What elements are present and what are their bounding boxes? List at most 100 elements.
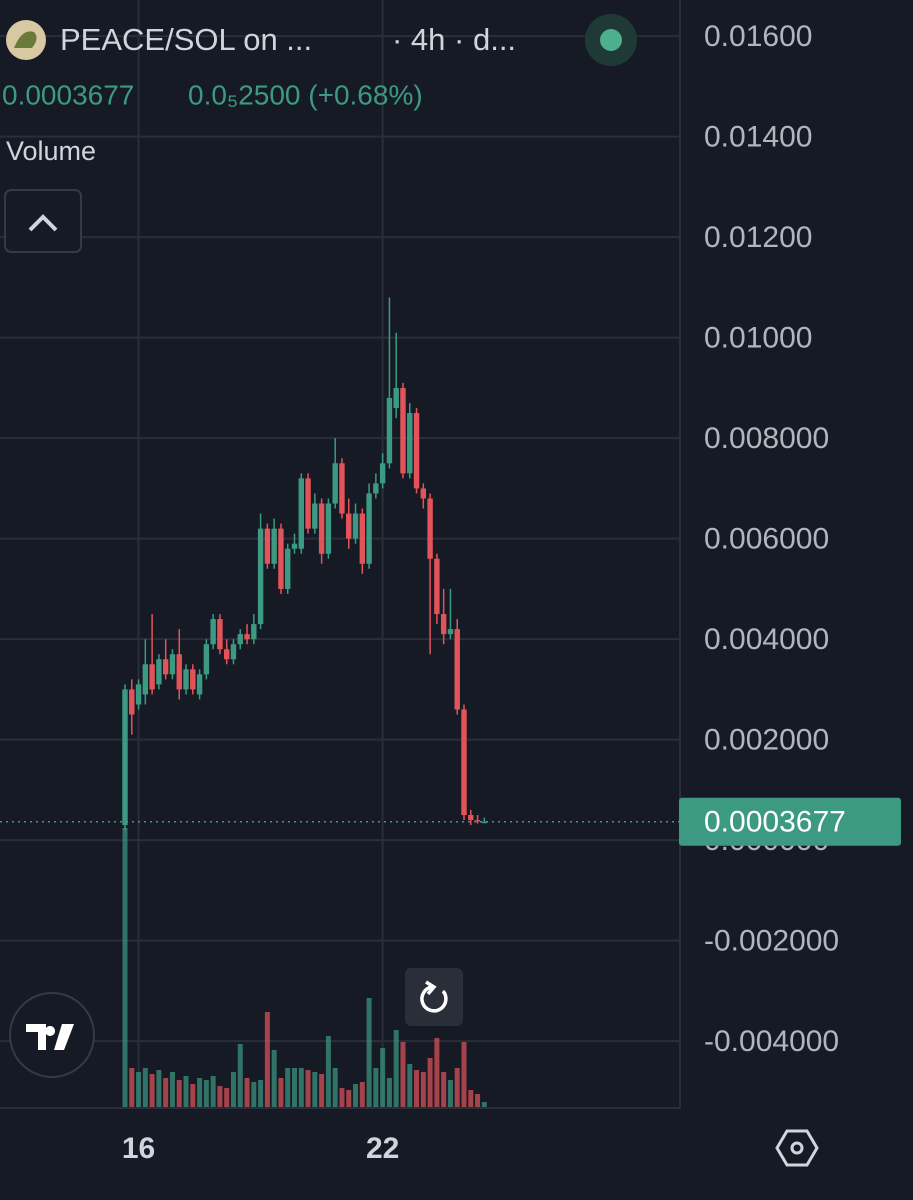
reset-arrow xyxy=(425,980,437,996)
candle-body xyxy=(257,528,264,625)
volume-bar xyxy=(400,1042,406,1108)
volume-bar xyxy=(414,1070,420,1108)
price-tag: 0.0003677 xyxy=(0,797,901,846)
volume-bar xyxy=(264,1012,270,1108)
volume-bar xyxy=(210,1076,216,1108)
volume-bar xyxy=(407,1064,413,1108)
volume-bar xyxy=(230,1072,236,1108)
volume-bar xyxy=(237,1044,243,1108)
volume-bar xyxy=(129,1068,135,1108)
candle-body xyxy=(298,478,304,549)
volume-bar xyxy=(169,1072,175,1108)
volume-bar xyxy=(481,1102,487,1108)
volume-bar xyxy=(122,828,128,1108)
candle-layer xyxy=(122,297,488,831)
volume-bar xyxy=(183,1076,189,1108)
volume-bar xyxy=(190,1084,196,1108)
candle-body xyxy=(135,684,142,705)
volume-bar xyxy=(332,1068,338,1108)
candle-body xyxy=(325,503,332,554)
candle-body xyxy=(291,543,298,549)
pair-title: PEACE/SOL on ... xyxy=(60,22,312,57)
volume-bar xyxy=(353,1084,359,1108)
candle-body xyxy=(162,659,169,675)
candle-body xyxy=(454,629,460,710)
volume-bar xyxy=(339,1088,345,1108)
price-label-box xyxy=(679,797,901,846)
y-tick-label: -0.004000 xyxy=(704,1025,839,1058)
volume-bar xyxy=(447,1080,453,1108)
candle-body xyxy=(359,513,365,564)
candle-body xyxy=(285,548,291,589)
volume-bar xyxy=(305,1070,311,1108)
candle-body xyxy=(366,493,372,564)
candle-body xyxy=(393,387,399,409)
volume-bar xyxy=(156,1070,162,1108)
header: PEACE/SOL on ... · 4h · d... 0.0003677 0… xyxy=(2,14,637,253)
volume-bar xyxy=(312,1072,318,1108)
volume-bar xyxy=(298,1068,304,1108)
volume-bar xyxy=(468,1090,474,1108)
volume-bar xyxy=(197,1078,203,1108)
candle-body xyxy=(217,619,223,650)
volume-bar xyxy=(278,1078,284,1108)
volume-bar xyxy=(346,1090,352,1108)
reset-button[interactable] xyxy=(405,968,463,1026)
settings-button[interactable] xyxy=(775,1129,819,1167)
volume-bar xyxy=(292,1068,297,1108)
candle-body xyxy=(278,528,284,589)
tv-logo[interactable] xyxy=(9,992,95,1078)
candle-body xyxy=(271,528,277,564)
collapse-button[interactable] xyxy=(4,189,82,253)
x-tick-label: 16 xyxy=(122,1132,155,1165)
candle-body xyxy=(427,498,433,559)
candle-body xyxy=(434,558,440,615)
y-tick-label: 0.002000 xyxy=(704,724,829,757)
candle-body xyxy=(481,821,488,824)
candle-body xyxy=(196,674,203,695)
volume-bar xyxy=(441,1072,447,1108)
candle-body xyxy=(461,709,467,816)
settings-hexagon xyxy=(775,1129,819,1167)
candle-body xyxy=(203,644,210,675)
candle-body xyxy=(230,644,237,660)
volume-bar xyxy=(461,1042,467,1108)
volume-bar xyxy=(380,1048,386,1108)
candle-body xyxy=(318,503,325,554)
volume-bar xyxy=(285,1068,291,1108)
candle-body xyxy=(379,463,386,484)
candle-body xyxy=(224,649,230,660)
volume-bar xyxy=(420,1072,426,1108)
y-tick-label: 0.004000 xyxy=(704,623,829,656)
settings-dot xyxy=(790,1141,804,1155)
volume-bar xyxy=(271,1050,277,1108)
volume-bar xyxy=(251,1082,257,1108)
volume-bar xyxy=(258,1080,264,1108)
reset-box xyxy=(405,968,463,1026)
volume-legend: Volume xyxy=(6,136,96,166)
volume-bar xyxy=(427,1058,433,1108)
y-tick-label: 0.01200 xyxy=(704,221,812,254)
volume-bar xyxy=(454,1068,460,1108)
volume-bar xyxy=(136,1072,142,1108)
volume-bar xyxy=(393,1030,399,1108)
volume-bar xyxy=(149,1074,155,1108)
reset-icon xyxy=(420,985,448,1013)
candle-body xyxy=(474,820,481,822)
candle-body xyxy=(169,654,176,675)
volume-bar xyxy=(217,1086,223,1108)
candle-body xyxy=(129,689,135,715)
tv-logo-mark xyxy=(26,1024,74,1050)
volume-bar xyxy=(142,1068,148,1108)
candle-body xyxy=(122,689,128,826)
candle-body xyxy=(264,528,271,564)
candle-body xyxy=(346,513,352,539)
y-tick-label: -0.002000 xyxy=(704,925,839,958)
candle-body xyxy=(312,503,318,529)
volume-bar xyxy=(366,998,372,1108)
collapse-icon xyxy=(28,214,58,232)
last-price: 0.0003677 xyxy=(2,79,134,110)
volume-bar xyxy=(373,1068,379,1108)
candle-body xyxy=(244,634,250,640)
